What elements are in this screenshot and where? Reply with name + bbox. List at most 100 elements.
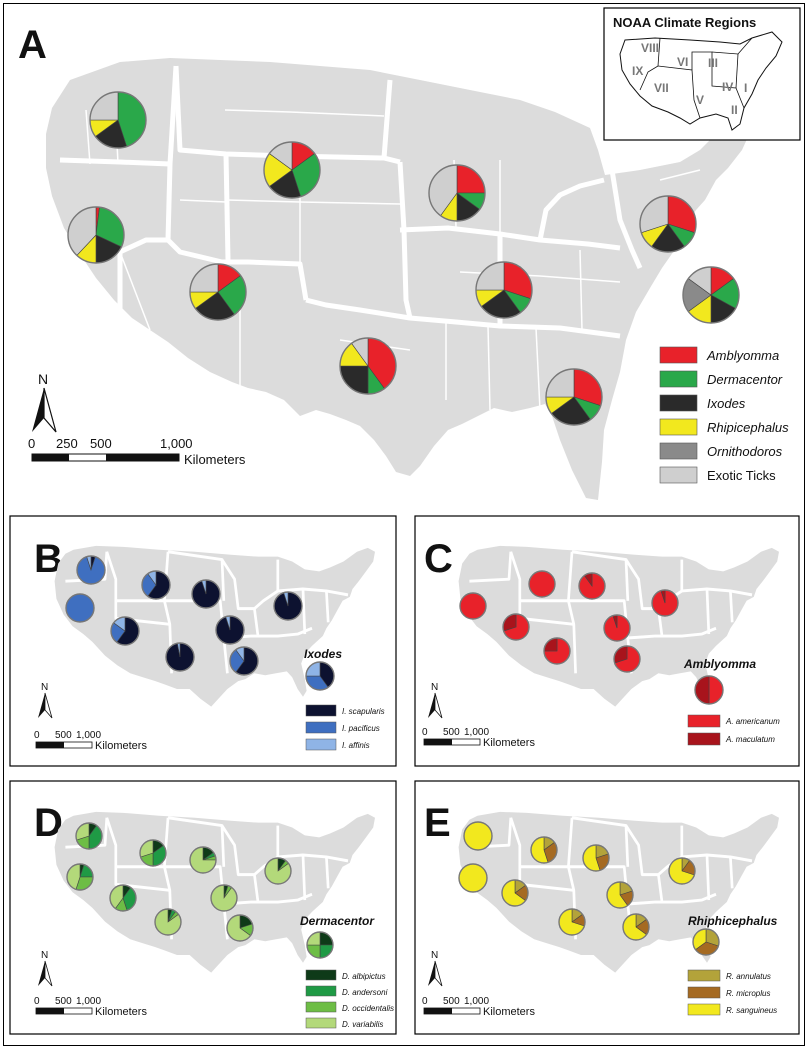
pie-outline [603, 614, 631, 642]
scale-a-tick-2: 500 [90, 436, 112, 451]
pie-c-northwest [528, 570, 556, 598]
pie-outline [682, 266, 740, 324]
legend-a-label-4: Ornithodoros [707, 444, 783, 459]
pie-b-northeast [273, 591, 303, 621]
pie-c-legend [694, 675, 724, 705]
pie-outline [622, 913, 650, 941]
inset-region-iv: IV [722, 80, 733, 94]
scale-a-tick-3: 1,000 [160, 436, 193, 451]
pie-outline [189, 846, 217, 874]
pie-e-southwest [501, 879, 529, 907]
pie-northwest [89, 91, 147, 149]
inset-region-vii: VII [654, 81, 669, 95]
legend-a-label-0: Amblyomma [706, 348, 779, 363]
scale-a-tick-1: 250 [56, 436, 78, 451]
pie-d-southeast [226, 914, 254, 942]
pie-florida [682, 266, 740, 324]
scale-bar-c: 0 500 1,000 Kilometers [422, 727, 535, 749]
scale-b-tick-1: 500 [55, 730, 72, 741]
pie-outline [76, 555, 106, 585]
pie-outline [545, 368, 603, 426]
pie-outline [475, 261, 533, 319]
inset-region-vi: VI [677, 55, 688, 69]
pie-outline [668, 857, 696, 885]
pie-b-west [65, 593, 95, 623]
scale-d-tick-0: 0 [34, 996, 40, 1007]
pie-c-northeast [651, 589, 679, 617]
legend-a-label-2: Ixodes [707, 396, 746, 411]
north-label-d: N [41, 950, 48, 961]
inset-region-i: I [744, 81, 747, 95]
panel-c-label: C [424, 537, 453, 581]
pie-b-south [165, 642, 195, 672]
legend-e-title: Rhiphicephalus [688, 914, 778, 928]
pie-east-north-central [428, 164, 486, 222]
legend-e-label-2: R. sanguineus [726, 1006, 777, 1015]
scale-e-tick-1: 500 [443, 996, 460, 1007]
legend-d: D. albipictus D. andersoni D. occidental… [305, 969, 394, 1029]
pie-c-southwest [502, 613, 530, 641]
scale-a-tick-0: 0 [28, 436, 35, 451]
pie-outline [191, 579, 221, 609]
inset-region-ix: IX [632, 64, 643, 78]
pie-outline [543, 637, 571, 665]
pie-outline [651, 589, 679, 617]
pie-outline [263, 141, 321, 199]
pie-e-west-north-central [530, 836, 558, 864]
scale-bar-d: 0 500 1,000 Kilometers [34, 996, 147, 1018]
pie-central [475, 261, 533, 319]
pie-e-west [458, 863, 488, 893]
pie-d-west-north-central [139, 839, 167, 867]
panel-e: E Rhiphicephalus R. annulatus R. micropl… [414, 780, 800, 1035]
scale-b-tick-2: 1,000 [76, 730, 101, 741]
pie-outline [264, 857, 292, 885]
legend-c: A. americanum A. maculatum [687, 714, 780, 746]
scale-bar-b: 0 500 1,000 Kilometers [34, 730, 147, 752]
pies-c [459, 570, 724, 705]
pie-outline [463, 821, 493, 851]
pie-c-east-north-central [603, 614, 631, 642]
legend-c-label-0: A. americanum [725, 717, 780, 726]
scale-e-tick-0: 0 [422, 996, 428, 1007]
inset-title: NOAA Climate Regions [613, 15, 756, 30]
pie-c-south [613, 645, 641, 673]
pie-outline [89, 91, 147, 149]
legend-d-label-3: D. variabilis [342, 1020, 383, 1029]
north-label-c: N [431, 682, 438, 693]
legend-a-swatch-5 [659, 466, 698, 484]
pie-e-legend [692, 928, 720, 956]
legend-d-label-2: D. occidentalis [342, 1004, 394, 1013]
legend-d-title: Dermacentor [300, 914, 375, 928]
pie-outline [502, 613, 530, 641]
pie-outline [109, 884, 137, 912]
legend-e-label-1: R. microplus [726, 989, 770, 998]
pie-b-southeast [229, 646, 259, 676]
pie-outline [229, 646, 259, 676]
pie-b-central [215, 615, 245, 645]
north-label-a: N [38, 371, 48, 387]
pie-b-west-north-central [141, 570, 171, 600]
panel-a: A [18, 7, 801, 500]
scale-c-tick-0: 0 [422, 727, 428, 738]
north-label-e: N [431, 950, 438, 961]
legend-a-swatch-0 [659, 346, 698, 364]
pie-d-south [154, 908, 182, 936]
scale-c-tick-2: 1,000 [464, 727, 489, 738]
scale-b-tick-0: 0 [34, 730, 40, 741]
pie-e-east-north-central [582, 844, 610, 872]
north-arrow-a: N [32, 371, 57, 433]
scale-d-unit: Kilometers [95, 1006, 147, 1018]
inset-map [619, 31, 783, 131]
pie-b-east-north-central [191, 579, 221, 609]
panel-a-label: A [18, 23, 47, 67]
pie-c-central [543, 637, 571, 665]
pie-e-northwest [463, 821, 493, 851]
pie-d-east-north-central [189, 846, 217, 874]
scale-bar-a: 0 250 500 1,000 Kilometers [28, 436, 246, 467]
pie-southeast [545, 368, 603, 426]
pie-outline [339, 337, 397, 395]
pie-outline [613, 645, 641, 673]
pie-d-west [66, 863, 94, 891]
pies-b [65, 555, 335, 691]
